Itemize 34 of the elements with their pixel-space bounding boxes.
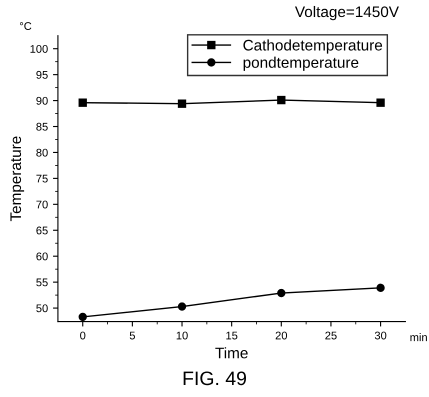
y-tick-label: 80 bbox=[36, 148, 48, 157]
y-tick-label: 60 bbox=[36, 252, 48, 260]
point bbox=[277, 288, 286, 298]
caption: FIG. 49 bbox=[184, 371, 246, 386]
y-tick-label: 100 bbox=[30, 44, 48, 53]
y-tick-label: 95 bbox=[36, 70, 48, 79]
point bbox=[178, 100, 186, 108]
x-tick-label: 30 bbox=[374, 332, 386, 340]
x-tick-label: 5 bbox=[130, 332, 135, 340]
point bbox=[277, 96, 286, 104]
y-tick-label: 50 bbox=[36, 304, 48, 312]
x-tick-label: 25 bbox=[325, 332, 337, 340]
y-tick-label: 75 bbox=[36, 174, 48, 183]
point bbox=[178, 302, 186, 311]
y-tick-label: 70 bbox=[36, 200, 48, 208]
point bbox=[376, 284, 385, 292]
x-tick-label: 10 bbox=[176, 332, 188, 340]
point bbox=[376, 98, 385, 107]
y-tick-label: 85 bbox=[36, 122, 48, 131]
point bbox=[78, 98, 87, 107]
text: Voltage=1450V bbox=[294, 6, 399, 20]
point bbox=[78, 312, 87, 322]
y-tick-label: 65 bbox=[36, 226, 48, 234]
text: °C bbox=[20, 22, 32, 30]
legend-label: Cathodetemperature bbox=[243, 39, 382, 54]
x-tick-label: 0 bbox=[80, 332, 86, 340]
y-tick-label: 90 bbox=[36, 96, 48, 105]
legend-label: pondtemperature bbox=[244, 56, 358, 71]
y-axis-title: Temperature bbox=[10, 136, 24, 222]
x-tick-label: 15 bbox=[226, 332, 238, 340]
y-tick-label: 55 bbox=[36, 278, 48, 286]
x-axis-title: Time bbox=[215, 347, 248, 358]
text: min bbox=[410, 333, 427, 342]
x-tick-label: 20 bbox=[276, 332, 288, 340]
